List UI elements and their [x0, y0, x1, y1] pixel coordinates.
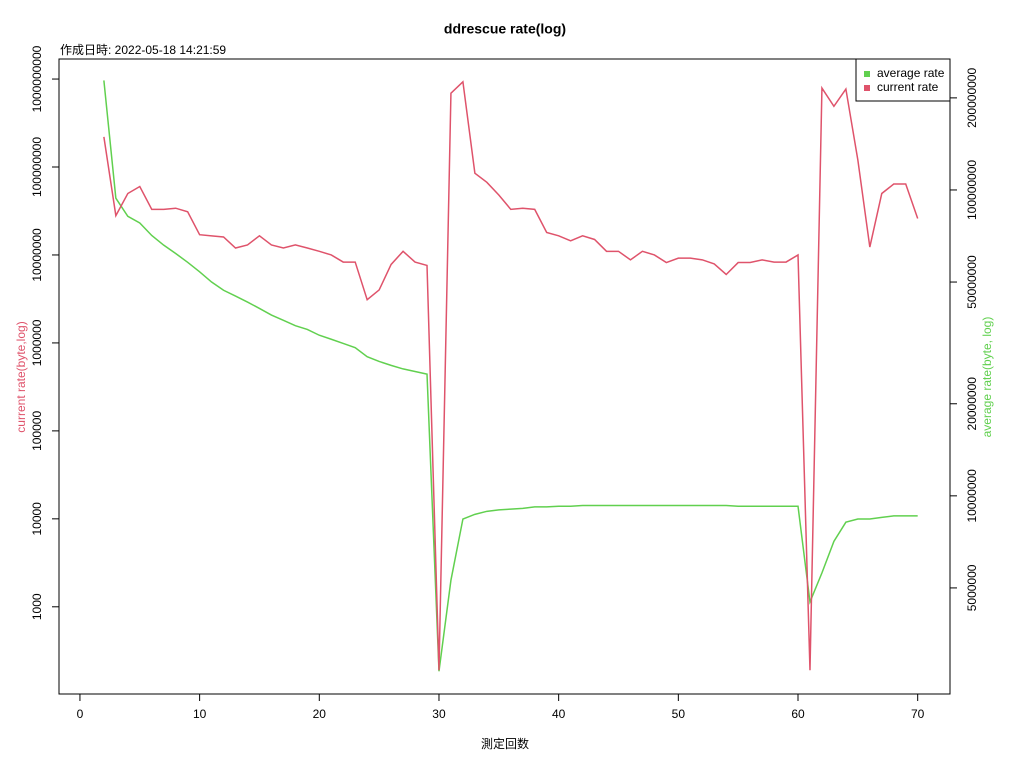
- legend-label: average rate: [877, 66, 945, 80]
- y2-tick-label: 200000000: [965, 68, 979, 128]
- legend-label: current rate: [877, 80, 939, 94]
- x-tick-label: 0: [77, 707, 84, 721]
- series-line: [103, 80, 918, 672]
- y-tick-label: 1000000000: [30, 45, 44, 112]
- x-tick-label: 70: [911, 707, 925, 721]
- y2-tick-label: 100000000: [965, 160, 979, 220]
- y-tick-label: 100000000: [30, 137, 44, 197]
- y-tick-label: 10000000: [30, 228, 44, 282]
- chart-title: ddrescue rate(log): [444, 21, 566, 37]
- x-tick-label: 30: [432, 707, 446, 721]
- y-tick-label: 100000: [30, 411, 44, 451]
- y-tick-label: 1000: [30, 593, 44, 620]
- y2-tick-label: 20000000: [965, 377, 979, 431]
- legend-box: [855, 58, 951, 102]
- y-tick-label: 1000000: [30, 319, 44, 366]
- y2-axis-label: average rate(byte, log): [980, 317, 994, 438]
- chart-subtitle: 作成日時: 2022-05-18 14:21:59: [60, 43, 226, 57]
- x-tick-label: 20: [313, 707, 327, 721]
- legend-swatch: [864, 85, 870, 91]
- x-tick-label: 60: [791, 707, 805, 721]
- series-line: [103, 80, 919, 671]
- y-axis-label: current rate(byte,log): [14, 321, 28, 432]
- x-tick-label: 50: [672, 707, 686, 721]
- y2-tick-label: 5000000: [965, 564, 979, 611]
- legend-swatch: [864, 71, 870, 77]
- x-axis-label: 測定回数: [481, 736, 529, 751]
- y2-tick-label: 10000000: [965, 469, 979, 523]
- y2-tick-label: 50000000: [965, 255, 979, 309]
- y-tick-label: 10000: [30, 502, 44, 536]
- x-tick-label: 10: [193, 707, 207, 721]
- x-tick-label: 40: [552, 707, 566, 721]
